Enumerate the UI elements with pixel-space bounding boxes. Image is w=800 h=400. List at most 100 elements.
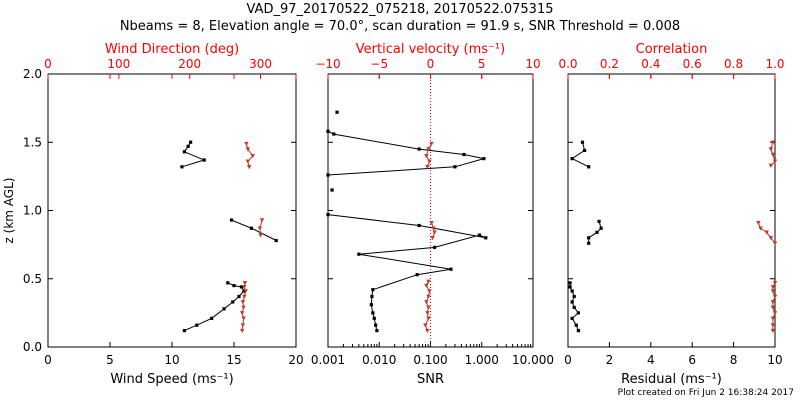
primary-data-point — [449, 267, 453, 271]
primary-data-point — [462, 152, 466, 157]
primary-data-point — [574, 323, 578, 327]
secondary-data-point — [768, 236, 774, 241]
secondary-data-point — [426, 305, 431, 310]
secondary-data-point — [239, 328, 245, 334]
secondary-data-point — [770, 316, 776, 321]
secondary-data-point — [425, 328, 430, 334]
top-tick-label: 0.4 — [641, 57, 660, 71]
primary-data-point — [239, 285, 244, 289]
secondary-data-point — [244, 141, 249, 147]
primary-data-point — [417, 223, 421, 228]
primary-data-point — [417, 147, 421, 151]
primary-data-point — [570, 289, 574, 293]
primary-data-point — [432, 245, 437, 249]
primary-data-point — [453, 165, 457, 169]
y-tick-label: 1.5 — [23, 135, 42, 149]
primary-data-point — [274, 238, 278, 243]
top-tick-label: 5 — [478, 57, 486, 71]
secondary-data-point — [242, 281, 248, 286]
primary-series-line — [571, 142, 589, 168]
primary-data-point — [374, 323, 378, 327]
primary-data-point — [226, 281, 230, 285]
primary-series-line — [588, 221, 602, 244]
axes-frame — [47, 73, 297, 348]
secondary-data-point — [241, 305, 246, 310]
top-axis-label: Vertical velocity (ms⁻¹) — [356, 42, 505, 57]
secondary-data-point — [242, 285, 247, 290]
secondary-data-point — [425, 311, 430, 316]
primary-data-point — [587, 236, 591, 240]
primary-data-point — [599, 226, 603, 230]
top-tick-label: 0 — [427, 57, 435, 71]
primary-data-point — [357, 252, 361, 256]
secondary-data-point — [768, 163, 774, 168]
secondary-data-point — [429, 220, 434, 226]
x-tick-label: 0.010 — [362, 353, 396, 367]
primary-data-point — [570, 316, 574, 320]
primary-data-point — [484, 236, 488, 240]
secondary-series-line — [424, 281, 431, 331]
primary-data-point — [369, 303, 373, 307]
plot-credit: Plot created on Fri Jun 2 16:38:24 2017 — [617, 388, 794, 398]
primary-data-point — [570, 300, 574, 304]
primary-data-point — [202, 158, 206, 162]
top-tick-label: 0.6 — [683, 57, 702, 71]
secondary-data-point — [245, 147, 251, 152]
x-tick-label: 6 — [688, 353, 696, 367]
secondary-data-point — [427, 159, 432, 164]
secondary-data-point — [768, 147, 774, 152]
x-axis-label: SNR — [417, 372, 444, 387]
x-tick-label: 10 — [767, 353, 782, 367]
x-tick-label: 5 — [106, 353, 114, 367]
top-axis-label: Correlation — [636, 42, 708, 57]
primary-data-point — [326, 212, 330, 217]
secondary-data-point — [772, 294, 778, 299]
secondary-data-point — [239, 311, 245, 316]
secondary-data-point — [770, 305, 776, 310]
secondary-data-point — [770, 289, 776, 294]
secondary-data-point — [424, 300, 429, 305]
secondary-data-point — [756, 220, 761, 226]
secondary-data-point — [425, 165, 430, 170]
secondary-data-point — [764, 230, 769, 235]
secondary-data-point — [240, 300, 246, 305]
secondary-data-point — [772, 281, 778, 286]
primary-data-point — [576, 329, 580, 333]
secondary-data-point — [250, 154, 255, 159]
x-tick-label: 2 — [606, 353, 614, 367]
top-tick-label: 200 — [178, 57, 201, 71]
x-tick-label: 8 — [730, 353, 738, 367]
top-tick-label: 0.0 — [558, 57, 577, 71]
top-tick-label: 10 — [525, 57, 540, 71]
y-tick-label: 1.0 — [23, 204, 42, 218]
secondary-data-point — [427, 289, 432, 294]
primary-data-point — [570, 157, 574, 161]
primary-data-point — [568, 281, 572, 285]
secondary-data-point — [243, 289, 248, 294]
primary-data-point — [189, 140, 193, 144]
primary-data-point — [582, 148, 587, 153]
top-tick-label: −10 — [315, 57, 340, 71]
primary-data-point — [186, 144, 190, 148]
primary-data-point — [371, 288, 375, 292]
primary-data-point — [482, 157, 486, 161]
primary-data-point — [326, 173, 330, 177]
primary-data-point — [210, 316, 214, 320]
primary-data-point — [415, 273, 419, 277]
primary-data-point — [587, 165, 591, 169]
secondary-series-line — [241, 282, 247, 331]
primary-data-point — [326, 129, 330, 133]
primary-data-point — [249, 226, 253, 230]
top-tick-label: 300 — [249, 57, 272, 71]
primary-data-point — [576, 311, 580, 315]
secondary-data-point — [772, 159, 778, 164]
panel-snr: 0.001 0.010 0.100 1.000 10.000 −10 −5 0 5 10 SNR Ve… — [311, 42, 554, 387]
secondary-data-point — [240, 323, 246, 328]
top-tick-label: 0.8 — [724, 57, 743, 71]
primary-data-point — [222, 307, 226, 311]
secondary-data-point — [770, 140, 776, 145]
x-tick-label: 0 — [44, 353, 52, 367]
secondary-data-point — [424, 283, 429, 288]
primary-series-line — [181, 142, 206, 168]
